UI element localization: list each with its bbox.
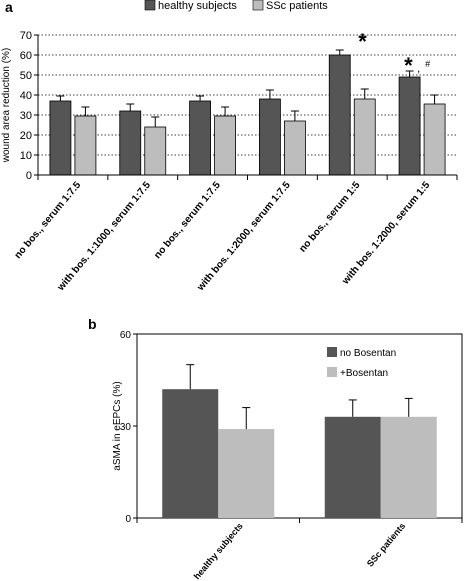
- significance-comma: ,: [417, 63, 420, 75]
- bar: [328, 54, 351, 176]
- bar: [119, 110, 142, 176]
- category-label: no bos., serum 1:5: [297, 180, 363, 255]
- bar: [189, 100, 211, 176]
- panel-a-y-ticks: 0 10 20 30 40 50 60 70: [20, 30, 38, 182]
- panel-a-legend: healthy subjects SSc patients: [144, 0, 328, 12]
- bar: [324, 416, 381, 518]
- category-label: SSc patients: [365, 521, 407, 569]
- panel-b-label: b: [88, 316, 97, 332]
- legend-swatch-ssc: [252, 0, 264, 11]
- y-tick-label: 20: [20, 130, 32, 142]
- y-tick-label: 70: [20, 30, 32, 42]
- panel-b-bars: [162, 389, 437, 518]
- y-tick-label: 0: [26, 170, 32, 182]
- significance-asterisk: *: [358, 29, 367, 54]
- panel-b: b 0 30 60 healthy subjects SSc patients no …: [88, 316, 463, 581]
- panel-b-x-ticks: [136, 518, 463, 523]
- panel-a-label: a: [5, 0, 13, 15]
- bar: [353, 98, 376, 176]
- y-tick-label: 10: [20, 150, 32, 162]
- y-tick-label: 60: [120, 330, 132, 341]
- category-label: no bos., serum 1:7.5: [13, 180, 84, 261]
- panel-a-error-bars: [56, 49, 439, 127]
- bar: [423, 103, 446, 176]
- panel-a-annotations: * *, #: [358, 29, 430, 78]
- y-tick-label: 40: [20, 90, 32, 102]
- y-tick-label: 0: [125, 514, 131, 525]
- legend-swatch-bosentan: [327, 367, 337, 377]
- panel-b-category-labels: healthy subjects SSc patients: [192, 521, 407, 581]
- y-tick-label: 60: [20, 50, 32, 62]
- bar: [74, 115, 97, 176]
- panel-b-y-axis-label: aSMA in eEPCs (%): [112, 381, 123, 470]
- bar: [218, 429, 275, 518]
- legend-label-bosentan: +Bosentan: [340, 368, 388, 379]
- legend-label-healthy: healthy subjects: [158, 0, 237, 12]
- significance-asterisk: *: [404, 53, 413, 78]
- panel-b-y-ticks: 0 30 60: [120, 330, 137, 525]
- bar: [284, 120, 306, 176]
- legend-label-ssc: SSc patients: [266, 0, 328, 12]
- legend-swatch-no-bosentan: [327, 347, 337, 357]
- bar: [214, 115, 236, 176]
- bar: [380, 416, 437, 518]
- y-tick-label: 30: [20, 110, 32, 122]
- bar: [144, 126, 167, 176]
- category-label: no bos., serum 1:7.5: [152, 180, 223, 261]
- bar: [398, 76, 421, 176]
- panel-a-bars: [49, 54, 446, 176]
- legend-swatch-healthy: [144, 0, 156, 11]
- legend-label-no-bosentan: no Bosentan: [340, 348, 396, 359]
- bar: [259, 98, 281, 176]
- panel-a-y-axis-label: wound area reduction (%): [1, 48, 12, 164]
- category-label: healthy subjects: [192, 521, 245, 581]
- y-tick-label: 30: [120, 422, 132, 433]
- bar: [162, 389, 219, 518]
- panel-a-grid: [38, 34, 457, 156]
- panel-b-error-bars: [186, 364, 413, 430]
- panel-b-legend: no Bosentan +Bosentan: [327, 347, 396, 379]
- bar: [49, 100, 72, 176]
- significance-hash: #: [425, 59, 430, 69]
- y-tick-label: 50: [20, 70, 32, 82]
- panel-a: a healthy subjects SSc patients * *, # 0 10…: [1, 0, 458, 294]
- panel-a-x-ticks: [37, 175, 458, 180]
